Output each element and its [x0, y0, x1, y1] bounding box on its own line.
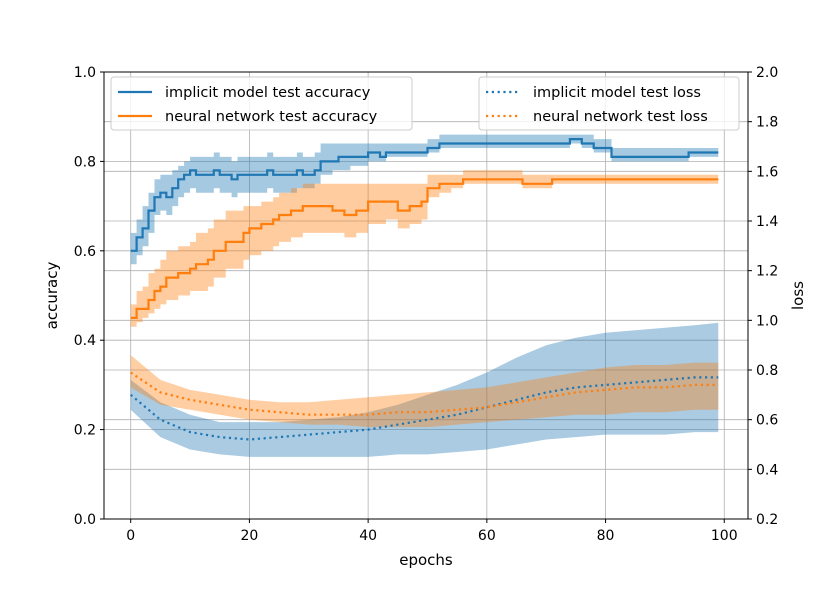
series-line-implicit-model-test-accuracy: [130, 138, 719, 252]
legend-label-nn-accuracy: neural network test accuracy: [165, 109, 378, 125]
band-neural-network-test-loss: [130, 355, 719, 428]
y-tick-label: 0.4: [74, 333, 96, 349]
series-line-neural-network-test-accuracy: [130, 178, 719, 319]
axis-ticks: 0 20 40 60 80 100 0.0 0.2 0.4 0.6 0.8 1.0 0.2 0.4 0.6 0…: [74, 65, 779, 544]
x-tick-label: 60: [478, 528, 496, 544]
legend-accuracy-box: [110, 76, 413, 131]
y-tick-label: 0.2: [74, 423, 96, 439]
series-lines: [129, 138, 719, 441]
series-line-neural-network-test-loss: [130, 371, 719, 416]
band-neural-network-test-accuracy: [130, 170, 719, 327]
y-tick-label: 0.6: [74, 244, 96, 260]
y2-tick-label: 1.8: [756, 115, 778, 131]
y2-axis-label: loss: [789, 281, 807, 310]
series-line-implicit-model-test-loss: [129, 376, 719, 441]
legend-label-implicit-accuracy: implicit model test accuracy: [165, 85, 371, 101]
y2-tick-label: 2.0: [756, 65, 778, 81]
x-tick-label: 0: [126, 528, 135, 544]
y2-tick-label: 0.4: [756, 462, 778, 478]
band-implicit-model-test-loss: [130, 322, 719, 457]
x-tick-label: 80: [597, 528, 615, 544]
legend-accuracy: implicit model test accuracy neural netw…: [110, 76, 413, 131]
y2-tick-label: 1.2: [756, 264, 778, 280]
legend-label-implicit-loss: implicit model test loss: [533, 85, 701, 101]
y2-tick-label: 0.6: [756, 413, 778, 429]
plot-frame: [103, 71, 749, 520]
legend-loss: implicit model test loss neural network …: [478, 76, 740, 131]
y-axis-label: accuracy: [43, 262, 61, 330]
x-axis-label: epochs: [399, 551, 453, 569]
y-tick-label: 0.8: [74, 154, 96, 170]
x-tick-label: 20: [241, 528, 259, 544]
y2-tick-label: 0.8: [756, 363, 778, 379]
x-tick-label: 100: [711, 528, 738, 544]
legend-loss-box: [478, 76, 740, 131]
y2-tick-label: 1.6: [756, 164, 778, 180]
y-tick-label: 1.0: [74, 65, 96, 81]
x-tick-label: 40: [359, 528, 377, 544]
y2-tick-label: 1.4: [756, 214, 778, 230]
y-tick-label: 0.0: [74, 512, 96, 528]
confidence-bands: [130, 134, 719, 457]
y2-tick-label: 1.0: [756, 313, 778, 329]
y2-tick-label: 0.2: [756, 512, 778, 528]
band-implicit-model-test-accuracy: [130, 134, 719, 265]
legend-label-nn-loss: neural network test loss: [533, 109, 708, 125]
